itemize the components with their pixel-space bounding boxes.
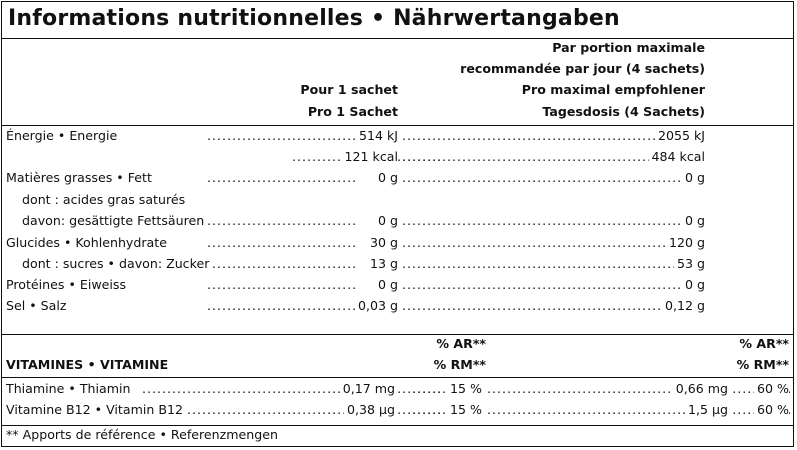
leader-dots: ........................................… xyxy=(207,298,357,313)
footnote-divider xyxy=(2,425,793,426)
panel-title: Informations nutritionnelles • Nährwerta… xyxy=(8,6,620,31)
leader-dots: ........................................… xyxy=(402,256,702,271)
leader-dots: ........................................… xyxy=(402,149,702,164)
value-per-max: 0 g xyxy=(681,213,705,229)
value-per-max: 0,12 g xyxy=(661,298,705,314)
vitamin-label: Thiamine • Thiamin xyxy=(6,381,133,397)
vit-col1-rm: % RM** xyxy=(433,357,486,372)
header-max-line-3: Pro maximal empfohlener xyxy=(521,82,705,97)
header-sachet-line-1: Pour 1 sachet xyxy=(300,82,398,97)
vitamin-percent-max: 60 % xyxy=(754,381,789,397)
title-divider xyxy=(2,38,793,39)
value-per-max: 484 kcal xyxy=(648,149,705,165)
nutrient-label: Sel • Salz xyxy=(6,298,69,314)
leader-dots: ........................................… xyxy=(402,235,702,250)
value-per-sachet: 13 g xyxy=(366,256,398,272)
leader-dots: ........................................… xyxy=(402,170,702,185)
header-sachet-line-2: Pro 1 Sachet xyxy=(307,104,398,119)
vitamin-value-max: 1,5 µg xyxy=(684,402,731,418)
nutrient-label: dont : sucres • davon: Zucker xyxy=(22,256,212,272)
leader-dots: ........................................… xyxy=(207,128,357,143)
nutrient-label: Glucides • Kohlenhydrate xyxy=(6,235,169,251)
value-per-max: 120 g xyxy=(665,235,705,251)
value-per-sachet: 30 g xyxy=(366,235,398,251)
value-per-max: 2055 kJ xyxy=(654,128,705,144)
nutrient-label: Protéines • Eiweiss xyxy=(6,277,129,293)
footnote: ** Apports de référence • Referenzmengen xyxy=(6,427,278,442)
vitamins-heading: VITAMINES • VITAMINE xyxy=(6,357,169,372)
leader-dots: ........................................… xyxy=(402,128,702,143)
value-per-max: 53 g xyxy=(673,256,705,272)
vitamin-percent-sachet: 15 % xyxy=(447,402,485,418)
leader-dots: ........................................… xyxy=(207,213,357,228)
vit-col2-ar: % AR** xyxy=(739,336,789,351)
vit-col1-ar: % AR** xyxy=(436,336,486,351)
vitamin-header-divider xyxy=(2,377,793,378)
value-per-sachet: 121 kcal xyxy=(341,149,398,165)
vitamin-label: Vitamine B12 • Vitamin B12 xyxy=(6,402,186,418)
leader-dots: ........................................… xyxy=(402,213,702,228)
value-per-sachet: 514 kJ xyxy=(355,128,398,144)
value-per-max: 0 g xyxy=(681,277,705,293)
vitamin-divider xyxy=(2,334,793,335)
leader-dots: ........................................… xyxy=(207,256,357,271)
vitamin-percent-max: 60 % xyxy=(754,402,789,418)
vit-col2-rm: % RM** xyxy=(736,357,789,372)
vitamin-value-max: 0,66 mg xyxy=(672,381,731,397)
value-per-sachet: 0 g xyxy=(374,213,398,229)
nutrient-label: Matières grasses • Fett xyxy=(6,170,154,186)
leader-dots: ........................................… xyxy=(207,170,357,185)
header-max-line-2: recommandée par jour (4 sachets) xyxy=(460,61,705,76)
value-per-max: 0 g xyxy=(681,170,705,186)
leader-dots: ........................................… xyxy=(207,277,357,292)
header-max-line-4: Tagesdosis (4 Sachets) xyxy=(542,104,705,119)
header-divider xyxy=(2,125,793,126)
value-per-sachet: 0,03 g xyxy=(354,298,398,314)
leader-dots: ........................................… xyxy=(207,235,357,250)
value-per-sachet: 0 g xyxy=(374,170,398,186)
nutrient-label: dont : acides gras saturés xyxy=(22,192,188,208)
vitamin-value-sachet: 0,38 µg xyxy=(343,402,398,418)
leader-dots: ........................................… xyxy=(402,277,702,292)
vitamin-percent-sachet: 15 % xyxy=(447,381,485,397)
vitamin-value-sachet: 0,17 mg xyxy=(339,381,398,397)
value-per-sachet: 0 g xyxy=(374,277,398,293)
header-max-line-1: Par portion maximale xyxy=(552,40,705,55)
leader-dots: ........................................… xyxy=(402,298,702,313)
nutrient-label: davon: gesättigte Fettsäuren xyxy=(22,213,207,229)
nutrient-label: Énergie • Energie xyxy=(6,128,120,144)
